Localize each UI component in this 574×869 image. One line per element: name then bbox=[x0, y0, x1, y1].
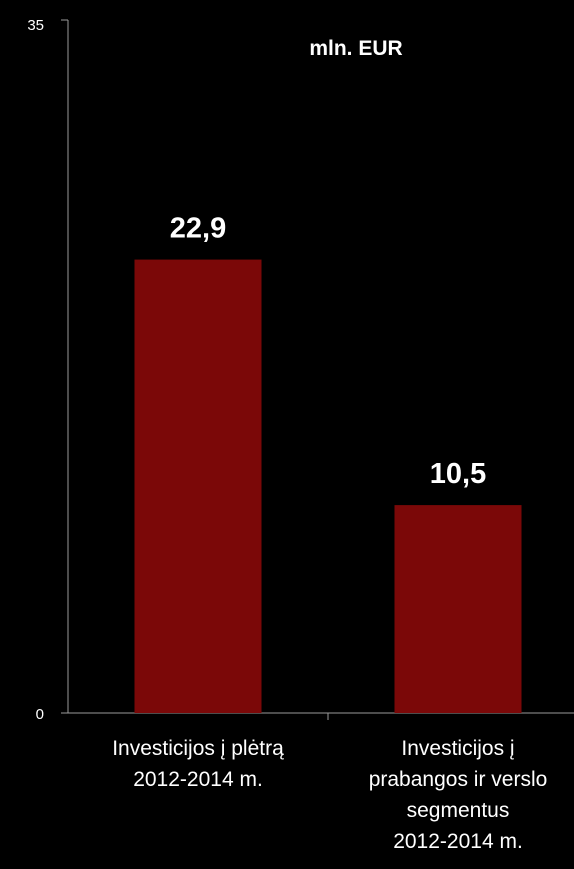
unit-label: mln. EUR bbox=[309, 37, 402, 60]
bar-2 bbox=[394, 505, 522, 713]
category-label-1-line-1: Investicijos į plėtrą bbox=[112, 737, 284, 760]
category-label-1-line-2: 2012-2014 m. bbox=[133, 768, 263, 791]
bars-group bbox=[134, 259, 522, 713]
value-labels-group: 22,9 10,5 bbox=[170, 213, 486, 491]
bar-1 bbox=[134, 259, 262, 713]
category-label-2-line-3: segmentus bbox=[407, 799, 510, 822]
category-label-2-line-4: 2012-2014 m. bbox=[393, 830, 523, 853]
y-tick-label-max: 35 bbox=[27, 17, 44, 34]
category-label-2-line-2: prabangos ir verslo bbox=[369, 768, 548, 791]
category-label-2-line-1: Investicijos į bbox=[401, 737, 514, 760]
value-label-2: 10,5 bbox=[430, 458, 486, 490]
y-tick-label-min: 0 bbox=[36, 706, 44, 723]
value-label-1: 22,9 bbox=[170, 213, 226, 245]
category-labels-group: Investicijos į plėtrą 2012-2014 m. Investi… bbox=[112, 737, 547, 853]
